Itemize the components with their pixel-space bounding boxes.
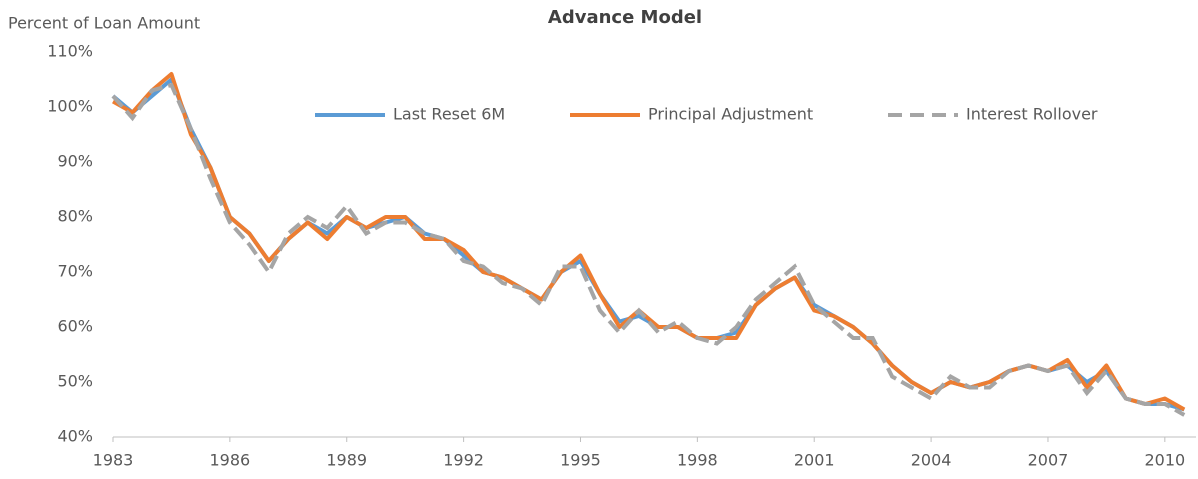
x-tick-label: 1992: [443, 451, 484, 470]
y-tick-label: 40%: [57, 427, 93, 446]
y-tick-label: 110%: [47, 42, 93, 61]
x-tick-label: 2004: [911, 451, 952, 470]
y-tick-label: 70%: [57, 262, 93, 281]
x-tick-label: 2010: [1144, 451, 1185, 470]
y-tick-label: 50%: [57, 372, 93, 391]
legend-label: Interest Rollover: [966, 105, 1098, 124]
legend-label: Principal Adjustment: [648, 105, 813, 124]
y-axis-label: Percent of Loan Amount: [8, 14, 200, 33]
y-tick-label: 80%: [57, 207, 93, 226]
legend-label: Last Reset 6M: [393, 105, 505, 124]
y-tick-label: 60%: [57, 317, 93, 336]
series-line: [111, 82, 1186, 417]
x-tick-label: 2007: [1028, 451, 1069, 470]
x-tick-label: 2001: [794, 451, 835, 470]
x-tick-label: 1989: [326, 451, 367, 470]
y-tick-label: 100%: [47, 97, 93, 116]
series-line: [111, 77, 1185, 412]
x-tick-label: 1995: [560, 451, 601, 470]
x-tick-label: 1986: [210, 451, 251, 470]
y-tick-label: 90%: [57, 152, 93, 171]
x-tick-label: 1983: [93, 451, 134, 470]
chart-title: Advance Model: [548, 7, 702, 28]
series-line: [112, 72, 1186, 412]
x-tick-label: 1998: [677, 451, 718, 470]
